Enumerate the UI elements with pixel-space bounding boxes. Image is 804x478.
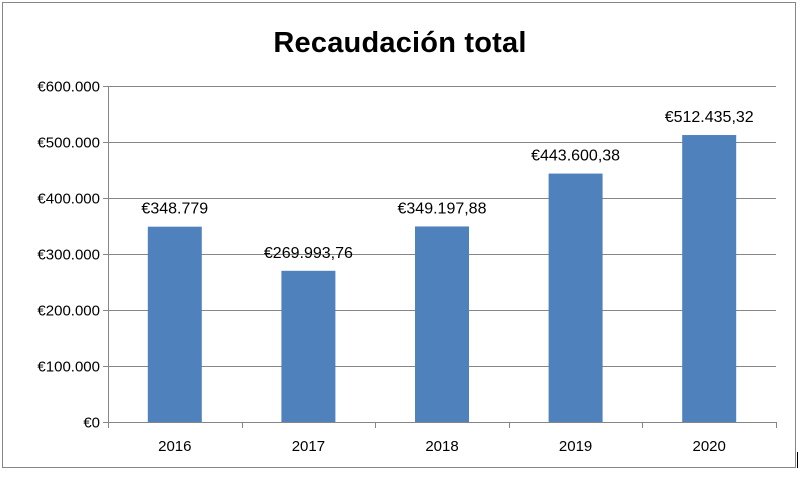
- bar: [548, 173, 603, 422]
- data-label: €269.993,76: [264, 245, 353, 262]
- data-label: €512.435,32: [665, 109, 754, 126]
- x-tick-label: 2016: [158, 438, 191, 455]
- data-label: €348.779: [141, 201, 208, 218]
- corner-mark: [797, 452, 798, 468]
- y-tick-label: €0: [83, 415, 100, 432]
- data-label: €349.197,88: [398, 200, 487, 217]
- y-tick-label: €200.000: [37, 303, 100, 320]
- x-tick-label: 2018: [425, 438, 458, 455]
- bar: [147, 226, 202, 422]
- y-tick-label: €300.000: [37, 247, 100, 264]
- y-tick-label: €600.000: [37, 79, 100, 96]
- y-tick-label: €500.000: [37, 135, 100, 152]
- y-tick-label: €100.000: [37, 359, 100, 376]
- x-tick-label: 2019: [559, 438, 592, 455]
- chart-frame: Recaudación total: [2, 2, 796, 468]
- bar: [281, 270, 336, 422]
- y-tick-label: €400.000: [37, 191, 100, 208]
- bar: [682, 135, 737, 422]
- data-label: €443.600,38: [531, 148, 620, 165]
- chart-title: Recaudación total: [273, 27, 527, 59]
- x-tick-label: 2017: [292, 438, 325, 455]
- x-tick-label: 2020: [693, 438, 726, 455]
- bar: [415, 226, 469, 422]
